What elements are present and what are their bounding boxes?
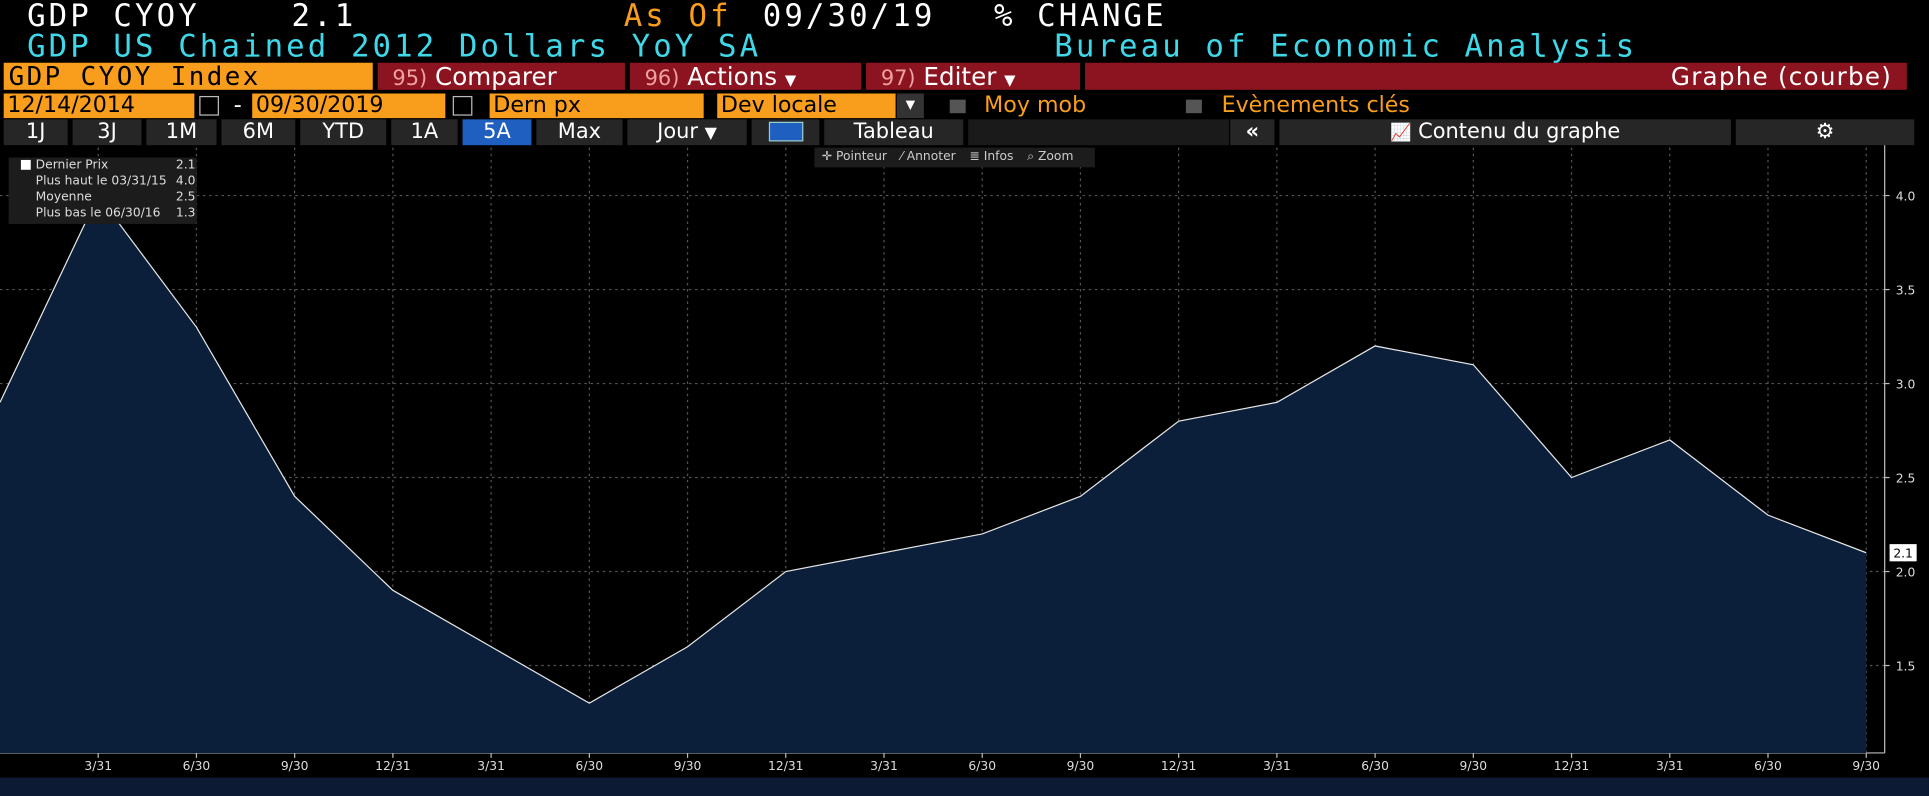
line	[0, 194, 1867, 704]
as-of-date: 09/30/19	[762, 0, 936, 34]
key-events: Evènements clés	[1221, 92, 1410, 119]
collapse-button[interactable]: «	[1230, 119, 1275, 146]
y-tick-label: 2.0	[1896, 565, 1916, 579]
last-value-box	[1889, 544, 1917, 562]
x-tick-label: 6/30	[576, 759, 604, 773]
view-mode[interactable]: Graphe (courbe)	[1085, 62, 1907, 90]
chart-tools: ✛ Pointeur ⁄ Annoter ≣ Infos ⌕ Zoom	[814, 147, 1095, 168]
start-date[interactable]: 12/14/2014	[3, 93, 195, 119]
field-select[interactable]: Dern px	[489, 93, 704, 119]
y-tick-label: 1.5	[1896, 659, 1916, 673]
last-value-label: 2.1	[1893, 547, 1913, 561]
security-field[interactable]: GDP CYOY Index	[3, 62, 373, 90]
button-label: Editer	[923, 61, 997, 92]
as-of-label: As Of	[623, 0, 732, 34]
last-value: 2.1	[291, 0, 357, 34]
button[interactable]: 97) Editer ▼	[866, 61, 1081, 92]
tab[interactable]: 6M	[221, 119, 296, 146]
legend-label: Plus bas le 06/30/16	[35, 206, 161, 221]
legend-value: 1.3	[175, 206, 196, 221]
tab[interactable]: 5A	[462, 119, 532, 146]
x-tick-label: 3/31	[870, 759, 898, 773]
tab[interactable]: 1A	[391, 119, 458, 146]
moving-average: Moy mob	[984, 92, 1087, 119]
x-tick-label: 12/31	[1161, 759, 1196, 773]
legend-swatch	[20, 159, 31, 170]
tab[interactable]: 1M	[146, 119, 217, 146]
tab[interactable]: 3J	[72, 119, 142, 146]
x-tick-label: 6/30	[1361, 759, 1389, 773]
description: GDP US Chained 2012 Dollars YoY SA	[27, 28, 762, 64]
checkbox[interactable]	[1185, 99, 1202, 114]
x-tick-label: 3/31	[477, 759, 505, 773]
legend-value: 4.0	[175, 174, 196, 189]
settings-button[interactable]: ⚙	[1735, 119, 1915, 146]
tab[interactable]: 1J	[3, 119, 68, 146]
x-tick-label: 9/30	[674, 759, 702, 773]
end-date[interactable]: 09/30/2019	[252, 93, 446, 119]
x-tick-label: 9/30	[281, 759, 309, 773]
checkbox[interactable]	[949, 99, 966, 114]
source: Bureau of Economic Analysis	[1054, 28, 1638, 64]
x-tick-label: 12/31	[768, 759, 803, 773]
tool[interactable]: Annoter	[906, 150, 956, 164]
legend-label: Dernier Prix	[35, 158, 109, 173]
y-tick-label: 4.0	[1896, 189, 1916, 203]
legend-label: Moyenne	[35, 190, 92, 205]
period: Jour	[657, 119, 699, 144]
legend-value: 2.1	[175, 158, 196, 173]
legend-label: Plus haut le 03/31/15	[35, 174, 167, 189]
x-tick-label: 6/30	[1754, 759, 1782, 773]
chart-content: Contenu du graphe	[1418, 119, 1621, 144]
chart-view-button[interactable]	[751, 119, 820, 146]
calendar-icon[interactable]	[452, 95, 473, 116]
x-tick-label: 9/30	[1852, 759, 1880, 773]
button-number: 95)	[392, 66, 428, 92]
tool[interactable]: Zoom	[1037, 150, 1074, 164]
x-tick-label: 3/31	[1263, 759, 1291, 773]
tab[interactable]: YTD	[300, 119, 387, 146]
x-tick-label: 6/30	[183, 759, 211, 773]
button[interactable]: 96) Actions ▼	[629, 61, 862, 92]
y-tick-label: 3.5	[1896, 283, 1916, 297]
ticker: GDP CYOY	[27, 0, 200, 34]
table-tab[interactable]: Tableau	[824, 119, 964, 146]
x-tick-label: 6/30	[968, 759, 996, 773]
chart-content-button[interactable]: 📈 Contenu du graphe	[1279, 119, 1731, 146]
separator: -	[233, 92, 242, 119]
button-number: 97)	[880, 66, 916, 92]
x-tick-label: 9/30	[1460, 759, 1488, 773]
y-tick-label: 3.0	[1896, 377, 1916, 391]
button-label: Actions	[687, 61, 778, 92]
tool[interactable]: Infos	[983, 150, 1014, 164]
button-number: 96)	[644, 66, 680, 92]
dropdown-arrow[interactable]: ▼	[896, 93, 924, 119]
chart: 1.5 2.0 2.5 3.0 3.5 4.0 3/31 6/30 9/30 12/31 3/31 6…	[0, 145, 1917, 773]
units: % CHANGE	[994, 0, 1167, 34]
legend: Dernier Prix 2.1 Plus haut le 03/31/15 4…	[8, 157, 197, 224]
area	[0, 195, 1867, 753]
x-tick-label: 9/30	[1067, 759, 1095, 773]
button-label: Comparer	[435, 61, 557, 92]
legend-value: 2.5	[175, 190, 196, 205]
tab[interactable]: Max	[536, 119, 623, 146]
x-tick-label: 12/31	[1554, 759, 1589, 773]
y-tick-label: 2.5	[1896, 471, 1916, 485]
x-tick-label: 3/31	[1656, 759, 1684, 773]
x-tick-label: 12/31	[375, 759, 410, 773]
button[interactable]: 95) Comparer	[377, 61, 625, 92]
spacer	[968, 119, 1229, 146]
period-select[interactable]: Jour ▼	[627, 119, 747, 146]
x-tick-label: 3/31	[84, 759, 112, 773]
tool[interactable]: Pointeur	[835, 150, 887, 164]
footer-bar	[0, 777, 1929, 796]
currency-select[interactable]: Dev locale	[717, 93, 896, 119]
calendar-icon[interactable]	[199, 95, 219, 116]
